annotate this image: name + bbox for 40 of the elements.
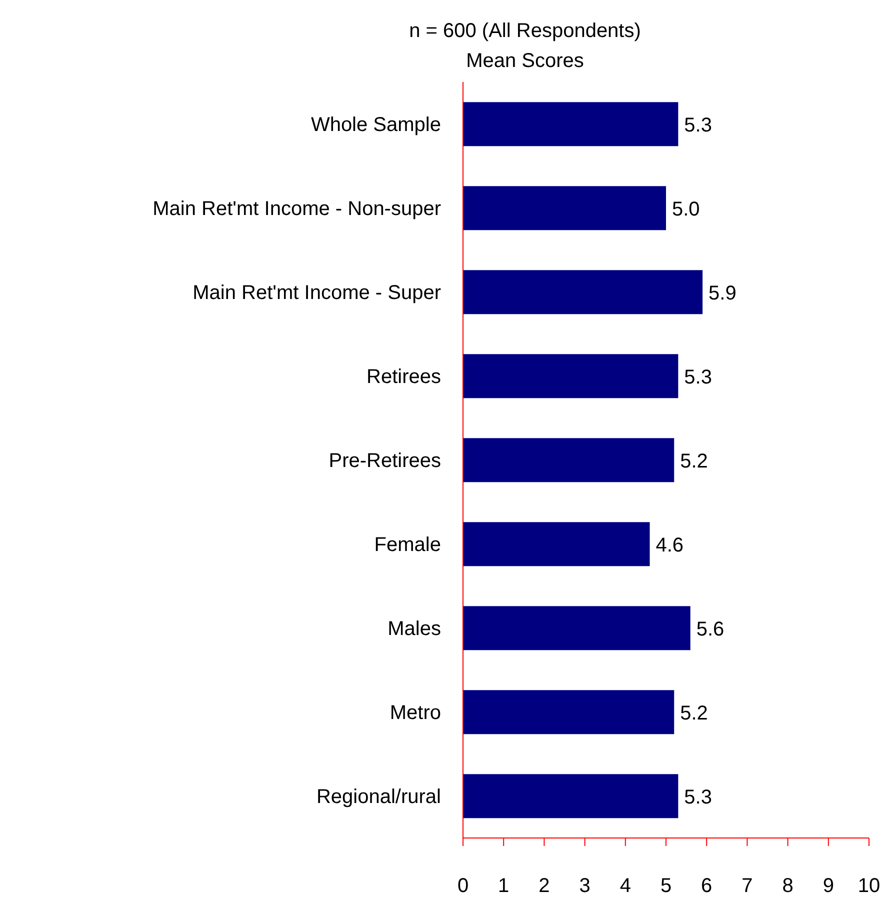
data-label: 5.9 [708,282,736,304]
bar [463,606,690,650]
bar [463,354,678,398]
x-tick-label: 8 [782,875,794,898]
y-tick-label: Whole Sample [310,114,441,136]
bar [463,438,674,482]
data-label: 5.3 [684,786,712,808]
bar [463,102,678,146]
x-tick-label: 6 [701,875,712,898]
y-tick-label: Female [374,534,441,556]
data-label: 5.2 [680,450,708,472]
bar [463,522,650,566]
data-label: 5.3 [684,366,712,388]
x-tick-label: 5 [660,875,672,898]
y-tick-label: Main Ret'mt Income - Super [192,282,442,304]
y-tick-label: Retirees [366,366,441,388]
x-tick-label: 10 [858,875,880,898]
bar [463,690,674,734]
y-tick-label: Pre-Retirees [328,450,441,472]
chart-subtitle: Mean Scores [465,49,585,74]
y-tick-label: Males [388,618,441,640]
x-tick-label: 3 [579,875,590,898]
y-tick-label: Metro [390,702,441,724]
data-label: 5.0 [672,198,700,220]
data-label: 5.2 [680,702,708,724]
x-tick-label: 2 [538,875,550,898]
x-tick-label: 0 [457,875,469,898]
chart-title: n = 600 (All Respondents) [408,19,642,44]
y-tick-label: Main Ret'mt Income - Non-super [152,198,442,220]
data-label: 4.6 [656,534,684,556]
data-label: 5.3 [684,114,712,136]
x-tick-label: 9 [822,875,834,898]
x-tick-label: 7 [742,875,753,898]
bar [463,186,666,230]
bar [463,774,678,818]
x-tick-label: 4 [620,875,631,898]
y-tick-label: Regional/rural [316,786,441,808]
bar [463,270,703,314]
x-tick-label: 1 [498,875,510,898]
data-label: 5.6 [696,618,724,640]
